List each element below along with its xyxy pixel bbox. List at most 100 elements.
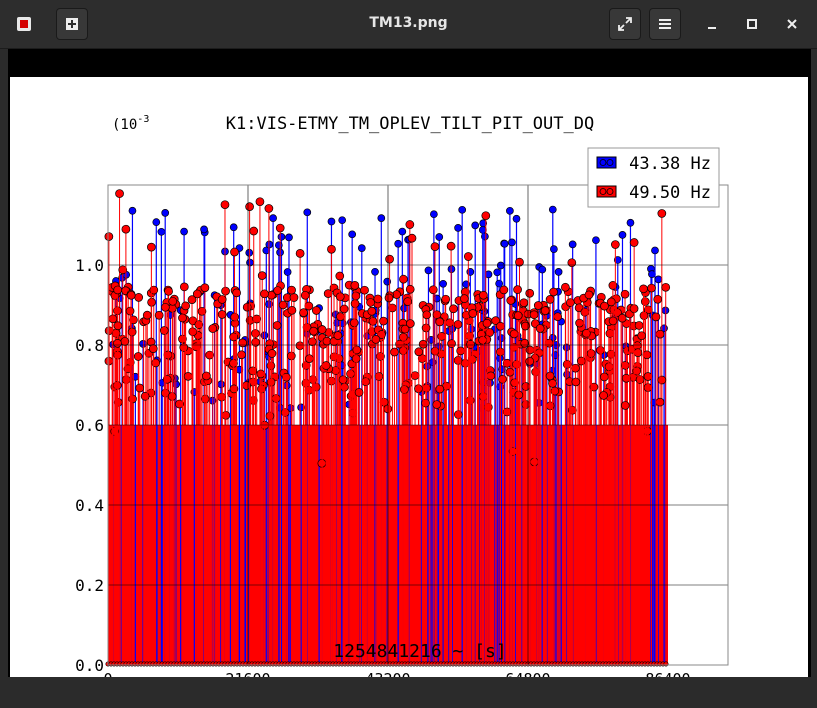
stem-marker (197, 306, 207, 316)
stem-marker (456, 346, 466, 356)
stem-marker (275, 223, 285, 233)
stem-marker (200, 283, 210, 293)
stem-49.50Hz (632, 366, 642, 665)
stem-49.50Hz (403, 297, 413, 665)
stem-marker (157, 227, 166, 236)
stem-marker (521, 382, 531, 391)
stem-marker (466, 340, 475, 349)
stem-49.50Hz (202, 371, 211, 665)
maximize-icon (747, 19, 757, 29)
stem-49.50Hz (333, 331, 343, 665)
stem-marker (626, 218, 635, 227)
stem-49.50Hz (221, 410, 231, 665)
stem-marker (205, 350, 215, 360)
stem-49.50Hz (400, 324, 410, 665)
stem-marker (495, 279, 503, 288)
stem-marker (229, 332, 239, 342)
plot-frame (107, 184, 729, 666)
stem-43.38Hz (592, 236, 600, 665)
stem-49.50Hz (621, 373, 631, 665)
stem-49.50Hz (418, 339, 428, 665)
stem-49.50Hz (245, 202, 254, 665)
stem-49.50Hz (217, 310, 227, 665)
stem-marker (118, 265, 128, 275)
stem-marker (142, 310, 152, 320)
stem-49.50Hz (432, 400, 442, 665)
stem-marker (280, 408, 290, 417)
stem-marker (295, 249, 305, 258)
stem-marker (200, 225, 208, 234)
stem-49.50Hz (629, 238, 639, 665)
stem-49.50Hz (127, 327, 137, 665)
stem-marker (571, 377, 581, 387)
stem-marker (125, 306, 135, 316)
stem-marker (633, 348, 643, 358)
stem-marker (509, 329, 519, 339)
legend: 43.38 Hz 49.50 Hz (587, 147, 720, 208)
stem-marker (229, 384, 239, 394)
image-app-icon (17, 17, 31, 31)
stem-marker (414, 347, 424, 357)
hamburger-menu-icon (659, 19, 671, 29)
stem-marker (399, 274, 408, 284)
stem-marker (435, 233, 444, 241)
stem-marker (217, 310, 227, 319)
stem-marker (383, 277, 392, 286)
stem-marker (499, 285, 509, 295)
stem-49.50Hz (491, 316, 501, 665)
stem-marker (152, 218, 161, 227)
stem-marker (525, 345, 535, 355)
stem-marker (545, 371, 555, 381)
stem-marker (620, 289, 630, 299)
stem-marker (574, 303, 584, 313)
stem-49.50Hz (647, 283, 656, 665)
minimize-button[interactable] (697, 8, 727, 40)
stem-43.38Hz (297, 403, 305, 665)
stem-43.38Hz (654, 275, 663, 665)
stem-marker (635, 375, 645, 384)
stem-49.50Hz (571, 377, 581, 665)
stem-marker (287, 305, 297, 315)
stem-marker (164, 286, 173, 296)
stem-49.50Hz (299, 308, 308, 665)
stem-marker (568, 240, 577, 249)
menu-button[interactable] (649, 8, 681, 40)
stem-marker (317, 325, 327, 335)
stem-49.50Hz (513, 285, 522, 665)
stem-marker (508, 238, 516, 247)
stem-49.50Hz (498, 374, 507, 665)
maximize-button[interactable] (737, 8, 767, 40)
stem-marker (264, 204, 274, 213)
fullscreen-button[interactable] (609, 8, 641, 40)
stem-marker (376, 352, 385, 361)
stem-49.50Hz (373, 294, 383, 665)
stem-49.50Hz (197, 306, 207, 665)
stem-marker (134, 293, 144, 302)
x-axis-label: 1254841216 ~ [s] (333, 641, 506, 662)
stem-marker (519, 298, 529, 308)
stem-49.50Hz (125, 306, 135, 665)
stem-marker (525, 356, 535, 366)
new-tab-button[interactable] (56, 8, 88, 40)
stem-49.50Hz (329, 337, 339, 665)
stem-49.50Hz (390, 347, 399, 665)
stem-marker (471, 221, 480, 230)
stem-49.50Hz (611, 240, 620, 665)
stem-marker (608, 316, 618, 326)
stem-marker (281, 372, 291, 382)
stem-marker (500, 239, 509, 248)
stem-marker (346, 369, 355, 379)
close-button[interactable] (777, 8, 807, 40)
stem-marker (307, 337, 317, 347)
stem-marker (502, 407, 512, 417)
stem-49.50Hz (368, 316, 378, 665)
stem-marker (350, 281, 360, 290)
stem-marker (639, 311, 649, 320)
stem-marker (406, 319, 415, 328)
stem-marker (323, 289, 333, 298)
stem-49.50Hz (460, 294, 469, 665)
stem-marker (338, 375, 348, 385)
stem-49.50Hz (300, 290, 310, 665)
stem-marker (643, 305, 653, 315)
stem-marker (300, 290, 310, 300)
